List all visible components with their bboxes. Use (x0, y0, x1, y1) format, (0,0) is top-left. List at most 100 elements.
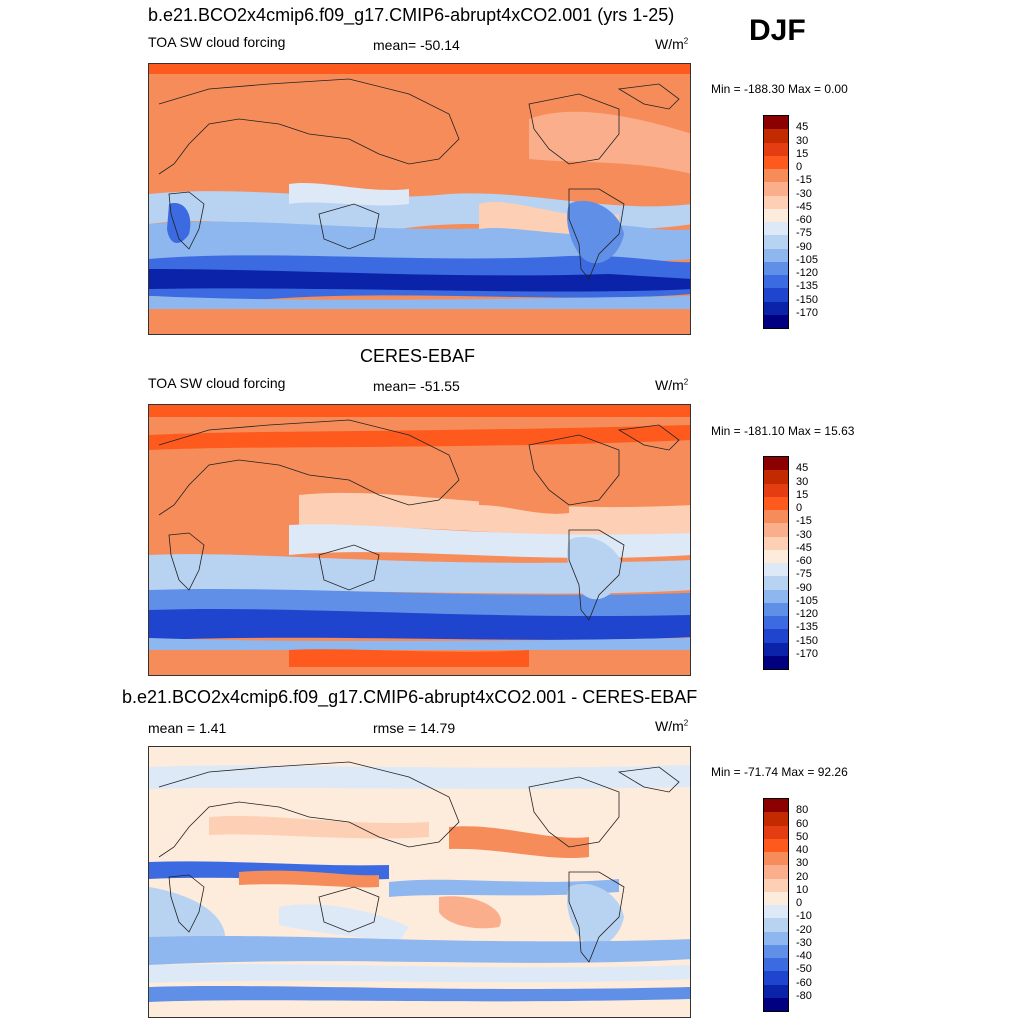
colorbar-tick-label: -10 (796, 910, 812, 923)
colorbar-swatch (764, 129, 788, 143)
panel2-mean-label: mean= -51.55 (373, 378, 460, 394)
colorbar-swatch (764, 275, 788, 289)
colorbar-tick-label: -120 (796, 267, 819, 279)
panel3-mean-label: mean = 1.41 (148, 720, 227, 736)
colorbar-tick-label: 0 (796, 502, 803, 514)
panel2-units: W/m2 (655, 377, 689, 393)
season-label: DJF (749, 14, 806, 47)
colorbar-swatch (764, 208, 788, 222)
colorbar-swatch (764, 629, 788, 643)
colorbar-tick-label: -20 (796, 923, 812, 936)
panel2-title: CERES-EBAF (360, 346, 476, 366)
colorbar-swatch (764, 616, 788, 630)
colorbar-tick-label: -80 (796, 989, 812, 1002)
panel2-minmax: Min = -181.10 Max = 15.63 (711, 424, 855, 438)
colorbar-swatch (764, 261, 788, 275)
colorbar-swatch (764, 301, 788, 315)
colorbar-swatch (764, 549, 788, 563)
colorbar-tick-label: 60 (796, 817, 809, 830)
colorbar-tick-label: 80 (796, 804, 809, 817)
colorbar-tick-label: 10 (796, 883, 809, 896)
panel2-colorbar (763, 456, 789, 670)
colorbar-swatch (764, 905, 788, 919)
colorbar-swatch (764, 891, 788, 905)
colorbar-swatch (764, 865, 788, 879)
colorbar-swatch (764, 838, 788, 852)
colorbar-swatch (764, 523, 788, 537)
panel2-map (148, 404, 691, 676)
colorbar-swatch (764, 457, 788, 471)
colorbar-swatch (764, 812, 788, 826)
panel3-units: W/m2 (655, 718, 689, 734)
colorbar-swatch (764, 483, 788, 497)
panel1-variable-label: TOA SW cloud forcing (148, 34, 286, 50)
colorbar-tick-label: -75 (796, 568, 812, 581)
colorbar-tick-label: -170 (796, 306, 819, 319)
colorbar-swatch (764, 878, 788, 892)
colorbar-tick-label: 15 (796, 147, 809, 160)
colorbar-tick-label: 50 (796, 830, 809, 843)
colorbar-swatch (764, 589, 788, 603)
colorbar-swatch (764, 918, 788, 932)
colorbar-tick-label: -120 (796, 608, 819, 620)
colorbar-swatch (764, 536, 788, 550)
colorbar-swatch (764, 958, 788, 972)
colorbar-tick-label: 0 (796, 161, 803, 173)
colorbar-tick-label: 45 (796, 121, 809, 134)
colorbar-tick-label: -60 (796, 214, 812, 226)
colorbar-tick-label: -60 (796, 976, 812, 989)
colorbar-swatch (764, 971, 788, 985)
colorbar-tick-label: -15 (796, 174, 812, 187)
colorbar-swatch (764, 222, 788, 236)
panel3-rmse-label: rmse = 14.79 (373, 720, 456, 736)
panel2-variable-label: TOA SW cloud forcing (148, 375, 286, 391)
colorbar-tick-label: 20 (796, 870, 809, 883)
colorbar-swatch (764, 116, 788, 130)
colorbar-tick-label: -105 (796, 594, 819, 607)
colorbar-swatch (764, 314, 788, 328)
colorbar-swatch (764, 155, 788, 169)
colorbar-tick-label: -50 (796, 963, 812, 976)
colorbar-swatch (764, 182, 788, 196)
panel1-mean-label: mean= -50.14 (373, 37, 460, 53)
colorbar-tick-label: 30 (796, 475, 809, 488)
colorbar-tick-label: 45 (796, 462, 809, 475)
colorbar-tick-label: 0 (796, 897, 803, 909)
panel1-minmax: Min = -188.30 Max = 0.00 (711, 82, 848, 96)
panel3-map (148, 746, 691, 1018)
colorbar-tick-label: -75 (796, 227, 812, 240)
colorbar-tick-label: -45 (796, 200, 812, 213)
colorbar-swatch (764, 510, 788, 524)
colorbar-swatch (764, 142, 788, 156)
colorbar-swatch (764, 642, 788, 656)
colorbar-swatch (764, 602, 788, 616)
colorbar-tick-label: 30 (796, 134, 809, 147)
colorbar-swatch (764, 248, 788, 262)
colorbar-swatch (764, 655, 788, 669)
colorbar-tick-label: 15 (796, 488, 809, 501)
colorbar-tick-label: -30 (796, 528, 812, 541)
colorbar-tick-label: -90 (796, 240, 812, 253)
colorbar-swatch (764, 799, 788, 813)
panel3-colorbar (763, 798, 789, 1012)
panel3-minmax: Min = -71.74 Max = 92.26 (711, 765, 848, 779)
colorbar-swatch (764, 576, 788, 590)
colorbar-tick-label: -45 (796, 541, 812, 554)
colorbar-swatch (764, 235, 788, 249)
colorbar-swatch (764, 195, 788, 209)
panel1-colorbar (763, 115, 789, 329)
colorbar-swatch (764, 496, 788, 510)
panel3-title: b.e21.BCO2x4cmip6.f09_g17.CMIP6-abrupt4x… (122, 687, 698, 707)
colorbar-swatch (764, 288, 788, 302)
panel1-units: W/m2 (655, 36, 689, 52)
colorbar-tick-label: -105 (796, 253, 819, 266)
colorbar-tick-label: -15 (796, 515, 812, 528)
colorbar-tick-label: -30 (796, 187, 812, 200)
colorbar-swatch (764, 169, 788, 183)
colorbar-tick-label: -30 (796, 936, 812, 949)
colorbar-tick-label: -150 (796, 634, 819, 647)
colorbar-swatch (764, 931, 788, 945)
panel1-map (148, 63, 691, 335)
colorbar-swatch (764, 470, 788, 484)
colorbar-swatch (764, 825, 788, 839)
